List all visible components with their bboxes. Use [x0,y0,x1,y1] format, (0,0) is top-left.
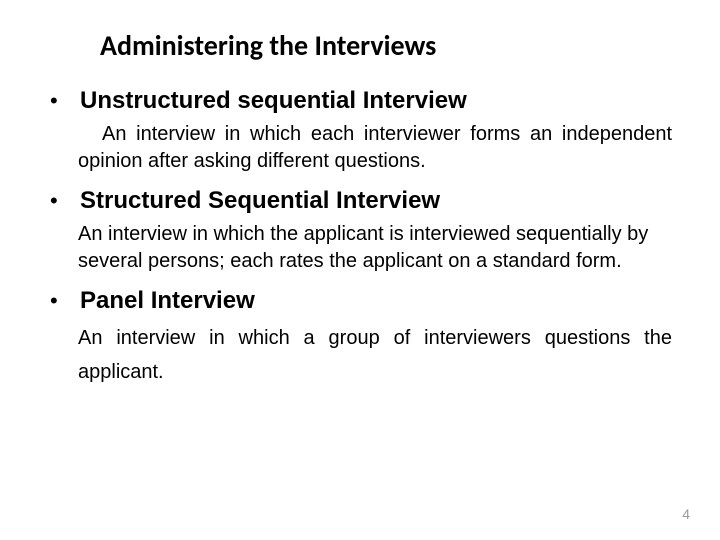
page-number: 4 [682,506,690,522]
bullet-line: • Structured Sequential Interview [48,187,672,215]
bullet-icon: • [48,288,80,314]
item-description: An interview in which each interviewer f… [78,121,672,175]
list-item: • Unstructured sequential Interview An i… [48,87,672,175]
item-heading: Panel Interview [80,287,255,315]
bullet-icon: • [48,88,80,114]
item-heading: Structured Sequential Interview [80,187,440,215]
item-heading: Unstructured sequential Interview [80,87,467,115]
slide: Administering the Interviews • Unstructu… [0,0,720,540]
item-description: An interview in which the applicant is i… [78,221,672,275]
slide-title: Administering the Interviews [100,28,672,63]
bullet-icon: • [48,188,80,214]
bullet-line: • Panel Interview [48,287,672,315]
list-item: • Panel Interview An interview in which … [48,287,672,389]
item-description: An interview in which a group of intervi… [78,321,672,389]
list-item: • Structured Sequential Interview An int… [48,187,672,275]
bullet-line: • Unstructured sequential Interview [48,87,672,115]
